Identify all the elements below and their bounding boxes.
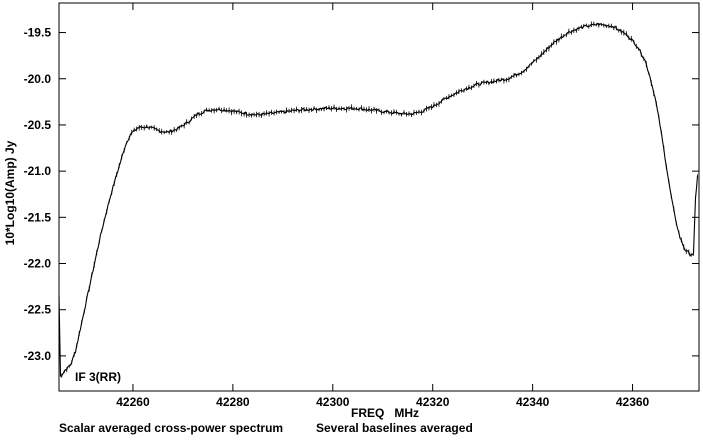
series-line — [58, 22, 699, 377]
y-axis: -19.5 -20.0 -20.5 -21.0 -21.5 -22.0 -22.5 -23.0 — [24, 26, 699, 363]
x-tick-label: 42260 — [116, 395, 150, 409]
y-axis-label: 10*Log10(Amp) Jy — [3, 140, 17, 245]
y-tick-label: -23.0 — [24, 349, 52, 363]
x-axis-label: FREQ MHz — [351, 406, 419, 420]
y-tick-label: -22.5 — [24, 303, 52, 317]
x-tick-label: 42280 — [216, 395, 250, 409]
y-tick-label: -21.5 — [24, 210, 52, 224]
y-tick-label: -22.0 — [24, 257, 52, 271]
y-tick-label: -20.0 — [24, 72, 52, 86]
x-tick-label: 42320 — [416, 395, 450, 409]
x-tick-label: 42300 — [316, 395, 350, 409]
series-group — [58, 21, 699, 378]
caption-left: Scalar averaged cross-power spectrum — [59, 421, 283, 435]
y-tick-label: -19.5 — [24, 26, 52, 40]
y-tick-label: -20.5 — [24, 118, 52, 132]
plot-frame — [58, 2, 700, 392]
x-axis: 42260 42280 42300 42320 42340 42360 — [116, 3, 650, 409]
x-tick-label: 42340 — [516, 395, 550, 409]
if-annotation: IF 3(RR) — [75, 370, 121, 384]
y-tick-label: -21.0 — [24, 164, 52, 178]
x-tick-label: 42360 — [616, 395, 650, 409]
caption-right: Several baselines averaged — [316, 421, 473, 435]
